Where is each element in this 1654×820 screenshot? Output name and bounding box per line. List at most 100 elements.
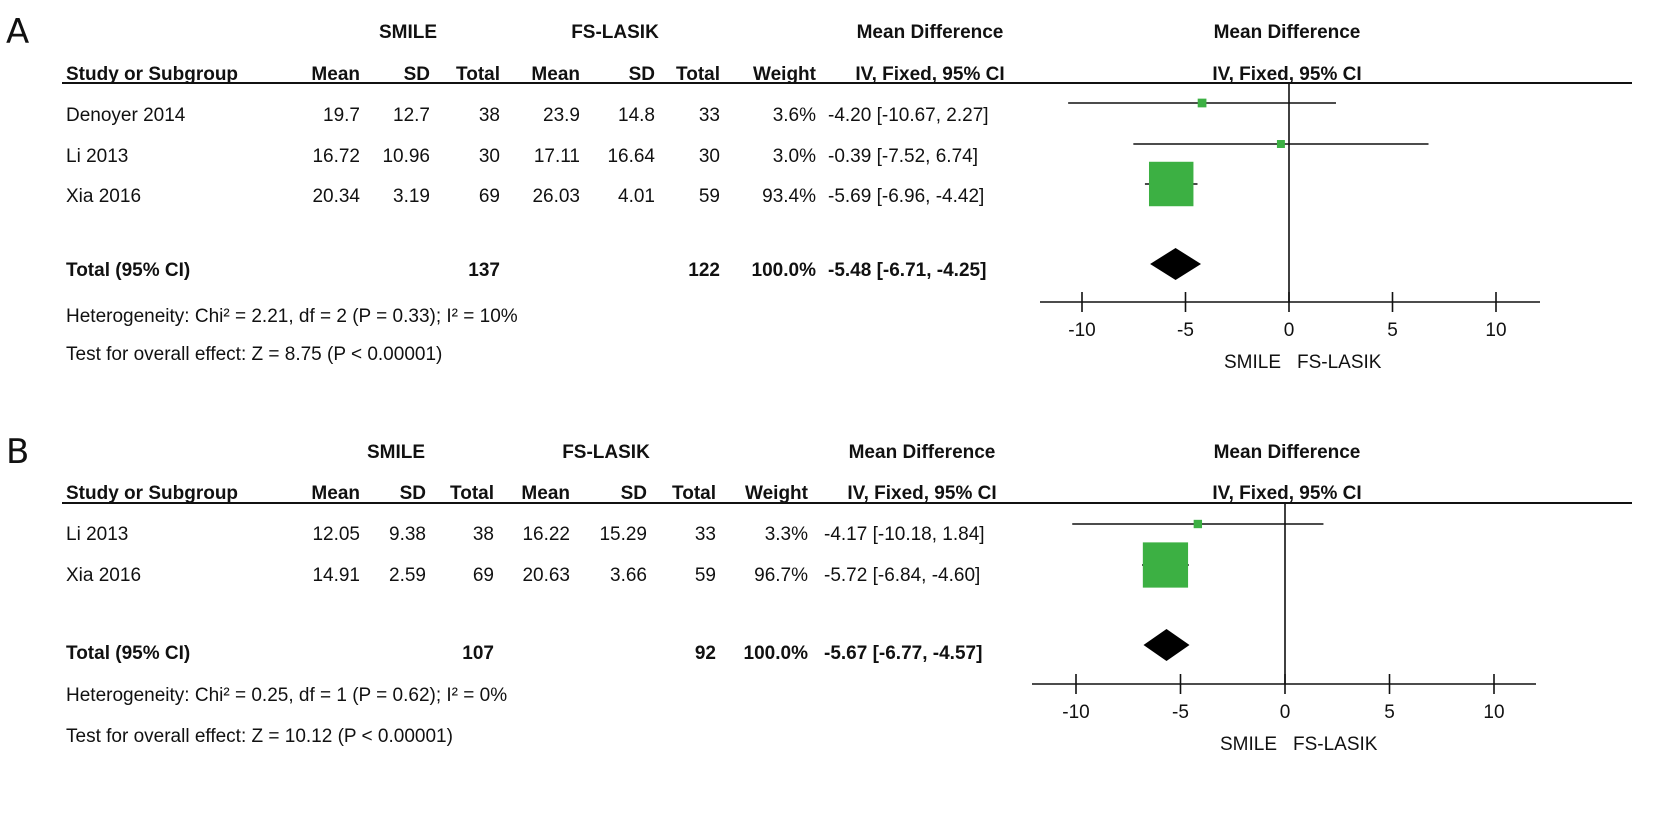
total-ctl: 92 (694, 643, 716, 664)
forest-plot-a: A SMILE FS-LASIK Mean Difference Mean Di… (0, 0, 1654, 400)
ctl-total: 30 (698, 146, 720, 167)
weight: 96.7% (754, 565, 808, 586)
favours-right-label: FS-LASIK (1297, 352, 1382, 373)
exp-mean: 12.05 (312, 524, 360, 545)
col-header-ci: IV, Fixed, 95% CI (855, 64, 1005, 85)
study-name: Xia 2016 (66, 186, 142, 207)
ctl-sd: 4.01 (618, 186, 655, 207)
col-header-ctl-mean: Mean (521, 483, 570, 504)
col-header-ctl-total: Total (672, 483, 716, 504)
weight: 93.4% (762, 186, 816, 207)
overall-effect-text: Test for overall effect: Z = 10.12 (P < … (66, 726, 453, 747)
exp-sd: 9.38 (389, 524, 426, 545)
heterogeneity-text: Heterogeneity: Chi² = 2.21, df = 2 (P = … (66, 306, 518, 327)
group-title-control: FS-LASIK (562, 442, 650, 463)
group-title-experimental: SMILE (378, 22, 438, 43)
col-header-plot-ci: IV, Fixed, 95% CI (1212, 483, 1362, 504)
x-tick-label: 0 (1284, 320, 1295, 341)
exp-mean: 14.91 (312, 565, 360, 586)
ctl-sd: 3.66 (610, 565, 647, 586)
total-diamond (1143, 629, 1190, 661)
ci-text: -5.72 [-6.84, -4.60] (824, 565, 981, 586)
ctl-total: 33 (698, 105, 720, 126)
col-header-exp-sd: SD (399, 483, 426, 504)
overall-effect-text: Test for overall effect: Z = 8.75 (P < 0… (66, 344, 443, 365)
exp-total: 38 (478, 105, 500, 126)
ctl-sd: 14.8 (618, 105, 655, 126)
header-rule (62, 82, 1632, 84)
total-exp: 137 (468, 260, 500, 281)
favours-right-label: FS-LASIK (1293, 734, 1378, 755)
panel-label: A (6, 12, 30, 52)
col-header-ctl-sd: SD (620, 483, 647, 504)
exp-total: 38 (472, 524, 494, 545)
forest-graph: -10 -5 0 5 10 SMILE FS-LASIK (1040, 82, 1540, 373)
col-header-weight: Weight (745, 483, 808, 504)
ci-text: -4.20 [-10.67, 2.27] (828, 105, 989, 126)
total-label: Total (95% CI) (66, 643, 191, 664)
study-name: Li 2013 (66, 146, 129, 167)
exp-sd: 12.7 (393, 105, 430, 126)
total-diamond (1150, 248, 1202, 280)
col-header-exp-mean: Mean (311, 64, 360, 85)
col-header-ci: IV, Fixed, 95% CI (847, 483, 997, 504)
x-tick-label: 5 (1387, 320, 1398, 341)
x-tick-label: -5 (1177, 320, 1194, 341)
x-tick-label: -10 (1068, 320, 1095, 341)
group-title-control: FS-LASIK (571, 22, 659, 43)
ctl-total: 59 (694, 565, 716, 586)
weight: 3.3% (764, 524, 808, 545)
group-title-experimental: SMILE (366, 442, 426, 463)
ctl-mean: 20.63 (522, 565, 570, 586)
exp-total: 69 (478, 186, 500, 207)
col-header-exp-sd: SD (403, 64, 430, 85)
total-weight: 100.0% (751, 260, 816, 281)
weight: 3.0% (772, 146, 816, 167)
study-square (1148, 161, 1194, 207)
exp-total: 69 (472, 565, 494, 586)
exp-mean: 19.7 (323, 105, 360, 126)
col-header-ctl-mean: Mean (531, 64, 580, 85)
x-tick-label: -10 (1062, 702, 1089, 723)
study-square (1197, 98, 1207, 108)
group-title-plot: Mean Difference (1213, 22, 1361, 43)
x-tick-label: 10 (1485, 320, 1506, 341)
col-header-plot-ci: IV, Fixed, 95% CI (1212, 64, 1362, 85)
study-square (1142, 542, 1189, 588)
panel-label: B (6, 432, 30, 472)
favours-left-label: SMILE (1224, 352, 1281, 373)
col-header-ctl-sd: SD (628, 64, 655, 85)
col-header-weight: Weight (753, 64, 816, 85)
study-square (1193, 519, 1203, 529)
group-title-plot: Mean Difference (1213, 442, 1361, 463)
total-ci-text: -5.67 [-6.77, -4.57] (824, 643, 983, 664)
forest-plot-b: B SMILE FS-LASIK Mean Difference Mean Di… (0, 420, 1654, 820)
exp-sd: 10.96 (382, 146, 430, 167)
exp-mean: 20.34 (312, 186, 360, 207)
col-header-exp-total: Total (456, 64, 500, 85)
study-name: Li 2013 (66, 524, 129, 545)
exp-sd: 2.59 (389, 565, 426, 586)
ctl-mean: 17.11 (533, 146, 580, 167)
exp-total: 30 (478, 146, 500, 167)
ci-text: -4.17 [-10.18, 1.84] (824, 524, 985, 545)
x-tick-label: 10 (1483, 702, 1504, 723)
x-tick-label: 0 (1280, 702, 1291, 723)
study-square (1276, 140, 1285, 148)
group-title-md: Mean Difference (856, 22, 1004, 43)
study-name: Xia 2016 (66, 565, 142, 586)
heterogeneity-text: Heterogeneity: Chi² = 0.25, df = 1 (P = … (66, 685, 508, 706)
col-header-ctl-total: Total (676, 64, 720, 85)
favours-left-label: SMILE (1220, 734, 1277, 755)
ctl-mean: 26.03 (532, 186, 580, 207)
x-tick-label: 5 (1384, 702, 1395, 723)
col-header-study: Study or Subgroup (66, 64, 239, 85)
ctl-sd: 16.64 (607, 146, 655, 167)
x-tick-label: -5 (1172, 702, 1189, 723)
ci-text: -0.39 [-7.52, 6.74] (828, 146, 978, 167)
exp-sd: 3.19 (393, 186, 430, 207)
col-header-study: Study or Subgroup (66, 483, 239, 504)
total-weight: 100.0% (743, 643, 808, 664)
total-ctl: 122 (688, 260, 720, 281)
ci-text: -5.69 [-6.96, -4.42] (828, 186, 985, 207)
